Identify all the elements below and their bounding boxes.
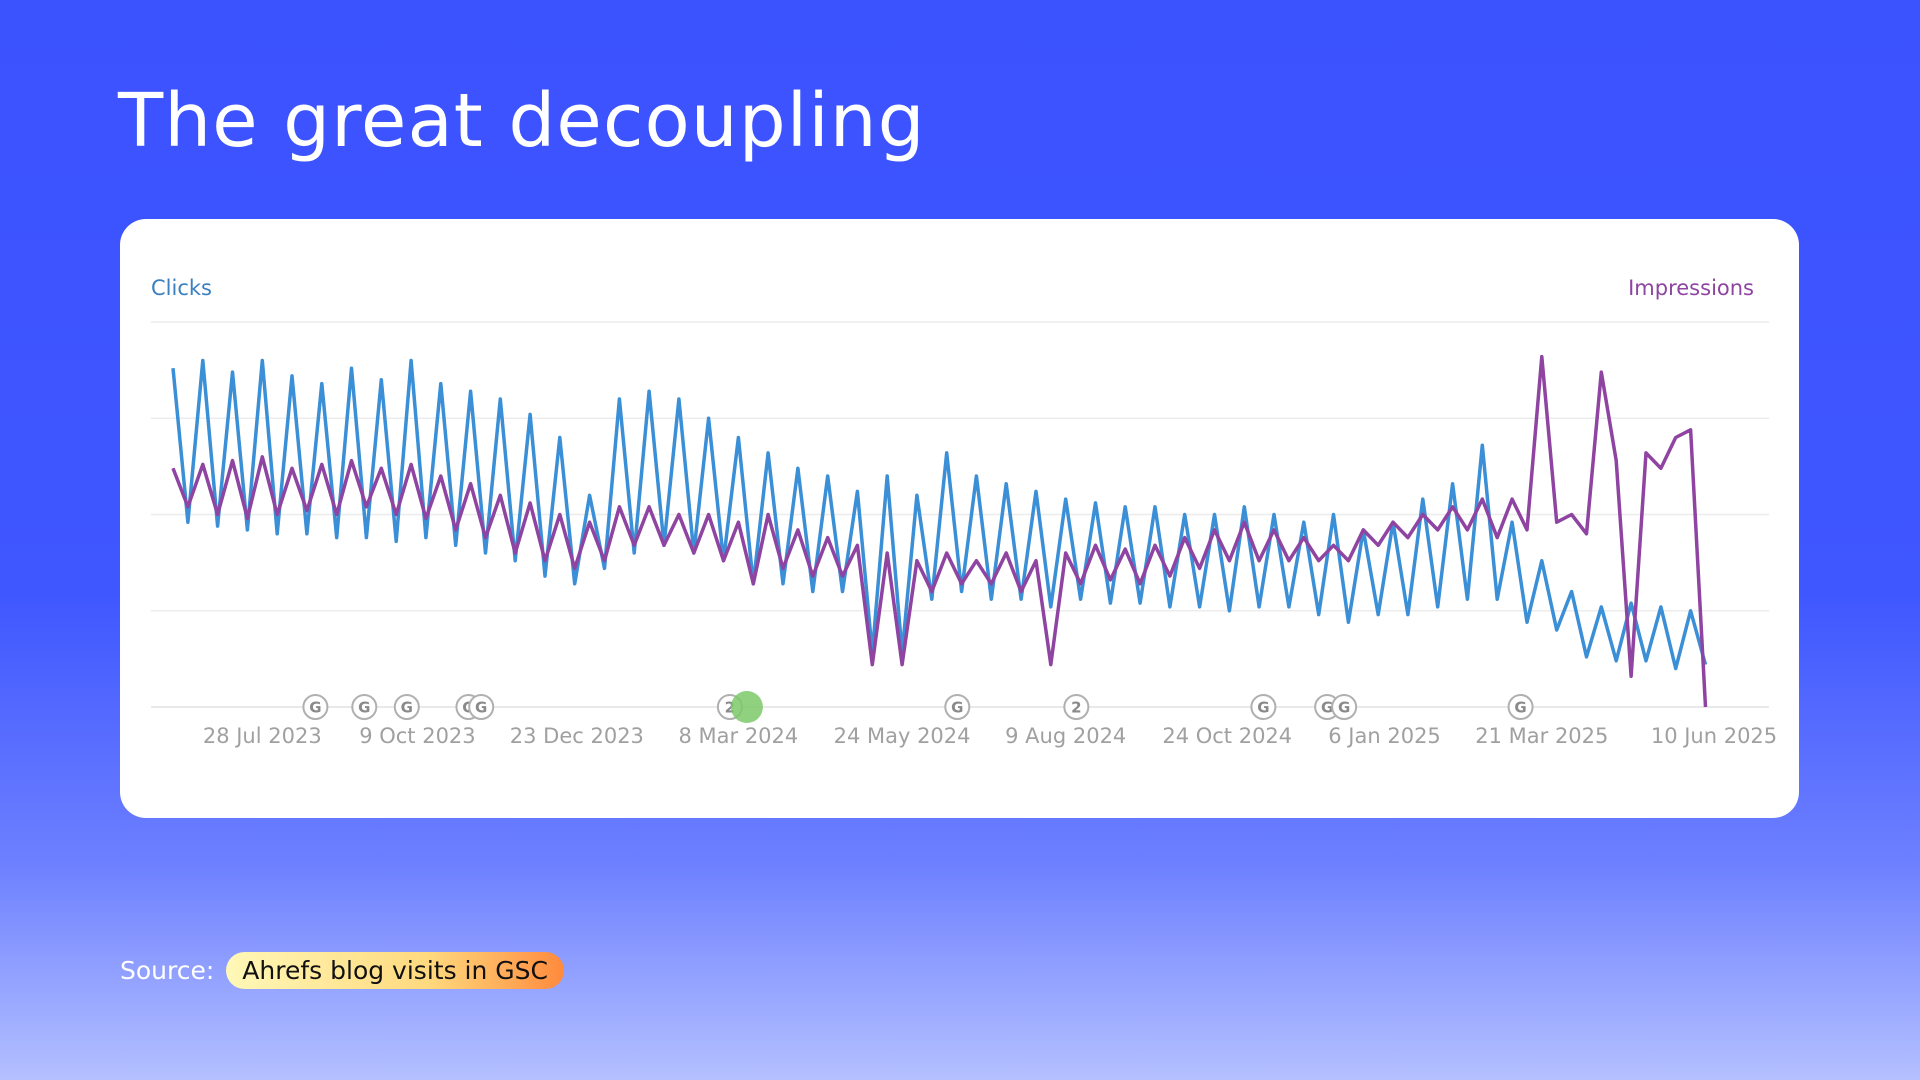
event-label: 2 xyxy=(725,699,735,717)
source-label: Source: xyxy=(120,955,215,985)
event-marker xyxy=(1250,694,1277,720)
event-label: G xyxy=(951,699,963,717)
event-label: G xyxy=(475,699,487,717)
event-marker xyxy=(1063,694,1090,720)
event-label: G xyxy=(309,699,321,717)
axis-title: Clicks xyxy=(151,276,212,300)
x-tick-label: 9 Oct 2023 xyxy=(359,724,475,748)
event-label: G xyxy=(1338,699,1350,717)
event-label: G xyxy=(358,699,370,717)
event-dot xyxy=(730,691,763,723)
x-tick-label: 10 Jun 2025 xyxy=(1651,724,1777,748)
event-label: G xyxy=(1257,699,1269,717)
x-tick-label: 24 May 2024 xyxy=(834,724,971,748)
event-label: G xyxy=(1514,699,1526,717)
event-marker xyxy=(1507,694,1534,720)
event-marker xyxy=(944,694,971,720)
event-marker xyxy=(351,694,378,720)
x-tick-label: 24 Oct 2024 xyxy=(1162,724,1292,748)
source-text: Ahrefs blog visits in GSC xyxy=(226,951,564,989)
chart: Clicks Impressions 28 Jul 2023 9 Oct 2023 23… xyxy=(151,276,1777,748)
slide-title: The great decoupling xyxy=(118,78,926,164)
chart-card: Clicks Impressions 28 Jul 2023 9 Oct 2023 23… xyxy=(120,219,1799,818)
event-label: 2 xyxy=(1071,699,1081,717)
event-label: G xyxy=(401,699,413,717)
event-label: G xyxy=(1321,699,1333,717)
x-tick-label: 6 Jan 2025 xyxy=(1328,724,1441,748)
event-marker xyxy=(468,694,495,720)
x-tick-label: 28 Jul 2023 xyxy=(203,724,322,748)
x-tick-label: 8 Mar 2024 xyxy=(678,724,798,748)
event-marker xyxy=(1331,694,1358,720)
series-line xyxy=(171,354,1708,708)
x-tick-label: 21 Mar 2025 xyxy=(1475,724,1608,748)
axis-title: Impressions xyxy=(1628,276,1754,300)
event-marker xyxy=(393,694,420,720)
x-tick-label: 9 Aug 2024 xyxy=(1005,724,1126,748)
x-tick-label: 23 Dec 2023 xyxy=(510,724,644,748)
source: Source: Ahrefs blog visits in GSC xyxy=(120,950,564,990)
event-marker xyxy=(302,694,329,720)
